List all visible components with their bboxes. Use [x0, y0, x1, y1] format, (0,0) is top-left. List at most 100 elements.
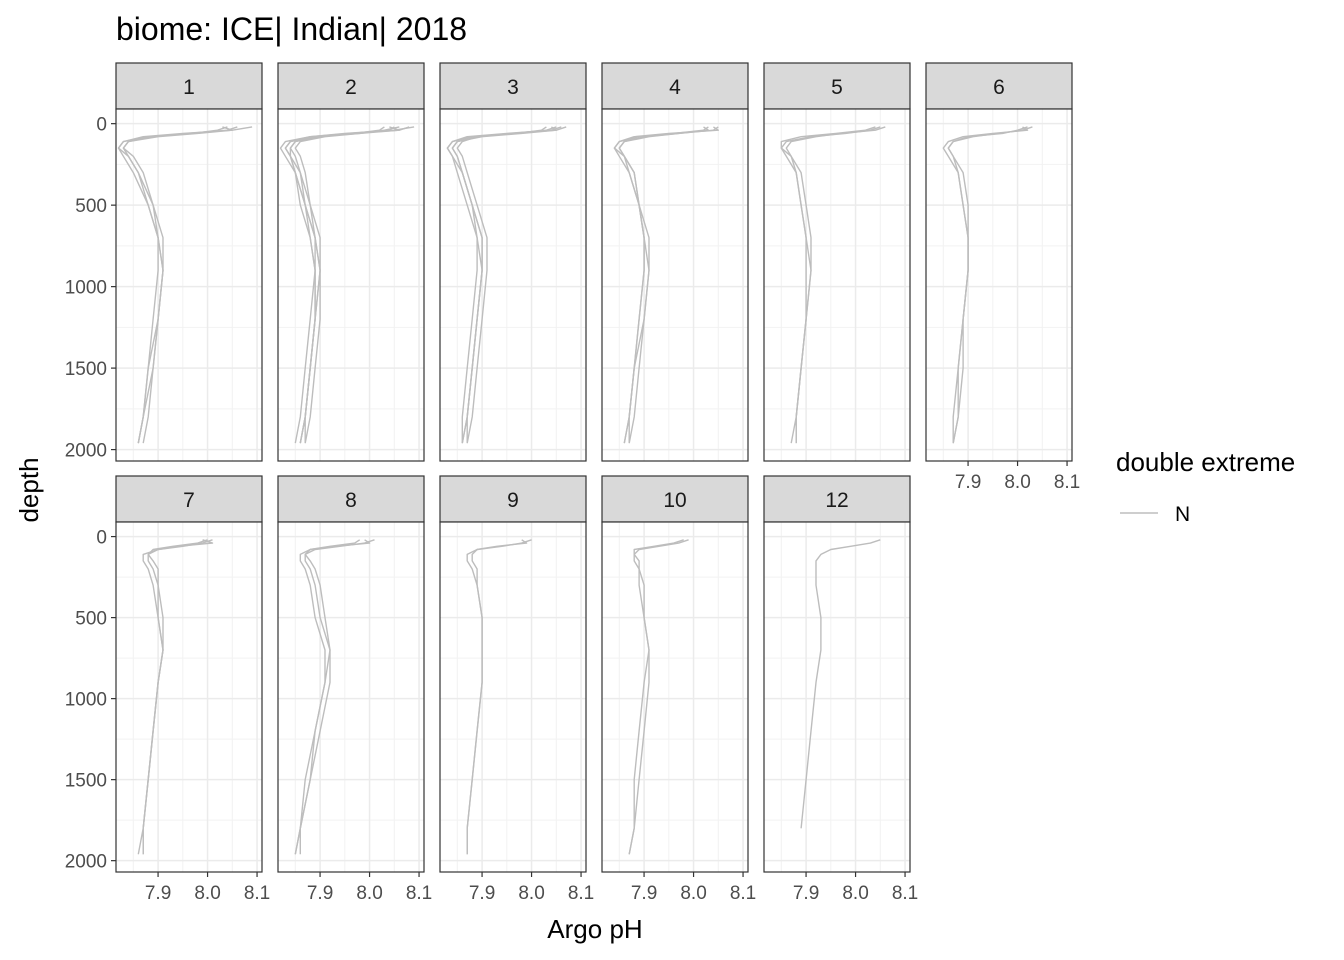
chart-title: biome: ICE| Indian| 2018 [116, 11, 467, 47]
facet-strip-label: 12 [825, 489, 848, 512]
profile-line [785, 126, 886, 444]
facet-strip-label: 1 [183, 76, 195, 99]
facet-strip [115, 475, 263, 523]
facet-strip [601, 62, 749, 110]
panel-background [602, 522, 748, 872]
panel-border [925, 108, 1073, 462]
panel-border [277, 521, 425, 873]
facet-strip-label: 5 [831, 76, 843, 99]
panel-border [439, 521, 587, 873]
x-tick-label: 8.1 [406, 883, 432, 904]
facet-panel-7: 7 [115, 475, 263, 873]
profile-line [800, 539, 881, 829]
profile-line [947, 126, 1028, 444]
facet-strip [925, 62, 1073, 110]
profile-line [466, 539, 528, 855]
facet-strip-label: 3 [507, 76, 519, 99]
facet-strip [277, 475, 425, 523]
panel-background [116, 522, 262, 872]
facet-strip [763, 62, 911, 110]
x-tick-label: 8.1 [244, 883, 270, 904]
x-tick-label: 8.1 [568, 883, 594, 904]
facet-panel-9: 9 [439, 475, 587, 873]
legend-key-n-label: N [1175, 503, 1190, 526]
y-tick-label: 1500 [65, 771, 107, 792]
facet-strip-label: 10 [663, 489, 686, 512]
y-tick-label: 2000 [65, 441, 107, 462]
y-axis-title: depth [14, 457, 44, 522]
panel-border [115, 521, 263, 873]
y-tick-label: 0 [96, 528, 107, 549]
facet-panel-3: 3 [439, 62, 587, 462]
y-tick-label: 1000 [65, 278, 107, 299]
x-tick-label: 7.9 [145, 883, 171, 904]
facet-strip [439, 62, 587, 110]
x-tick-label: 8.0 [1004, 472, 1030, 493]
y-tick-label: 2000 [65, 852, 107, 873]
facet-panel-5: 5 [763, 62, 911, 462]
panel-background [116, 109, 262, 461]
x-tick-label: 7.9 [307, 883, 333, 904]
facet-panels: 1 2 3 4 5 67 8 9 10 12 [115, 62, 1073, 873]
facet-strip-label: 8 [345, 489, 357, 512]
x-tick-label: 7.9 [955, 472, 981, 493]
profile-line [628, 539, 684, 855]
facet-strip [115, 62, 263, 110]
panel-border [601, 521, 749, 873]
facet-panel-8: 8 [277, 475, 425, 873]
panel-background [278, 522, 424, 872]
x-tick-label: 8.1 [1054, 472, 1080, 493]
profile-line [117, 126, 234, 444]
x-tick-label: 8.0 [842, 883, 868, 904]
profile-line [294, 539, 361, 855]
x-tick-label: 8.0 [680, 883, 706, 904]
panel-background [602, 109, 748, 461]
legend-title: double extreme [1116, 447, 1295, 477]
panel-background [440, 522, 586, 872]
y-tick-label: 500 [75, 609, 107, 630]
y-tick-label: 1000 [65, 690, 107, 711]
panel-border [439, 108, 587, 462]
y-tick-label: 1500 [65, 359, 107, 380]
legend: double extreme N [1116, 447, 1295, 526]
profile-line [289, 126, 400, 444]
facet-strip [601, 475, 749, 523]
profile-line [122, 126, 228, 444]
profile-line [142, 539, 208, 855]
panel-background [440, 109, 586, 461]
panel-background [764, 109, 910, 461]
y-tick-label: 0 [96, 115, 107, 136]
facet-strip-label: 9 [507, 489, 519, 512]
y-tick-label: 500 [75, 196, 107, 217]
x-tick-label: 8.1 [892, 883, 918, 904]
x-tick-label: 8.0 [194, 883, 220, 904]
facet-panel-4: 4 [601, 62, 749, 462]
panel-background [278, 109, 424, 461]
panel-border [115, 108, 263, 462]
panel-border [763, 108, 911, 462]
panel-background [764, 522, 910, 872]
panel-border [601, 108, 749, 462]
facet-panel-1: 1 [115, 62, 263, 462]
facet-strip-label: 6 [993, 76, 1005, 99]
profile-line [618, 126, 710, 444]
panel-background [926, 109, 1072, 461]
x-tick-label: 7.9 [793, 883, 819, 904]
facet-panel-2: 2 [277, 62, 425, 462]
x-tick-label: 7.9 [631, 883, 657, 904]
panel-border [277, 108, 425, 462]
facet-strip-label: 2 [345, 76, 357, 99]
facet-panel-6: 6 [925, 62, 1073, 462]
profile-line [294, 126, 400, 444]
axes: 0 500 1000 1500 2000 7.9 8.0 8.1 0 500 1000 1500 200… [65, 115, 1081, 904]
panel-border [763, 521, 911, 873]
x-axis-title: Argo pH [547, 914, 642, 944]
facet-strip [439, 475, 587, 523]
facet-panel-12: 12 [763, 475, 911, 873]
facet-strip-label: 4 [669, 76, 681, 99]
facet-panel-10: 10 [601, 475, 749, 873]
profile-line [628, 539, 689, 855]
x-tick-label: 7.9 [469, 883, 495, 904]
x-tick-label: 8.0 [518, 883, 544, 904]
